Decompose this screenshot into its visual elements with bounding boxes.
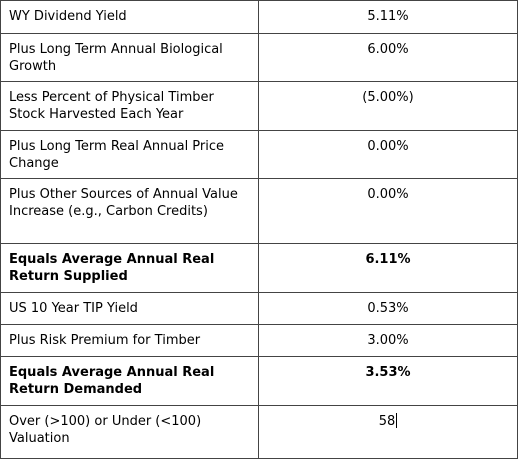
label-cell: Plus Other Sources of Annual Value Incre… [0, 178, 259, 244]
value-cell: 6.00% [258, 33, 518, 82]
row: WY Dividend Yield 5.11% [0, 0, 518, 34]
label-cell: Plus Long Term Real Annual Price Change [0, 130, 259, 179]
label-cell: WY Dividend Yield [0, 0, 259, 34]
value-cell: 5.11% [258, 0, 518, 34]
label-cell: Over (>100) or Under (<100) Valuation [0, 405, 259, 459]
label-cell: US 10 Year TIP Yield [0, 292, 259, 325]
label-cell: Equals Average Annual Real Return Demand… [0, 356, 259, 406]
value-cell: 6.11% [258, 243, 518, 293]
value-cell: 0.00% [258, 130, 518, 179]
row: Over (>100) or Under (<100) Valuation 58 [0, 405, 518, 459]
label-cell: Less Percent of Physical Timber Stock Ha… [0, 81, 259, 131]
label-cell: Plus Risk Premium for Timber [0, 324, 259, 357]
text-caret [396, 413, 398, 428]
row: Plus Risk Premium for Timber 3.00% [0, 324, 518, 357]
value-cell: 3.53% [258, 356, 518, 406]
row: Equals Average Annual Real Return Demand… [0, 356, 518, 406]
row: Less Percent of Physical Timber Stock Ha… [0, 81, 518, 131]
row: Plus Other Sources of Annual Value Incre… [0, 178, 518, 244]
row: Plus Long Term Annual Biological Growth 6… [0, 33, 518, 82]
row: US 10 Year TIP Yield 0.53% [0, 292, 518, 325]
input-value[interactable]: 58 [378, 414, 396, 429]
label-cell: Plus Long Term Annual Biological Growth [0, 33, 259, 82]
row: Equals Average Annual Real Return Suppli… [0, 243, 518, 293]
value-cell: (5.00%) [258, 81, 518, 131]
value-cell: 0.53% [258, 292, 518, 325]
row: Plus Long Term Real Annual Price Change 0… [0, 130, 518, 179]
value-cell: 0.00% [258, 178, 518, 244]
value-cell[interactable]: 58 [258, 405, 518, 459]
label-cell: Equals Average Annual Real Return Suppli… [0, 243, 259, 293]
value-cell: 3.00% [258, 324, 518, 357]
